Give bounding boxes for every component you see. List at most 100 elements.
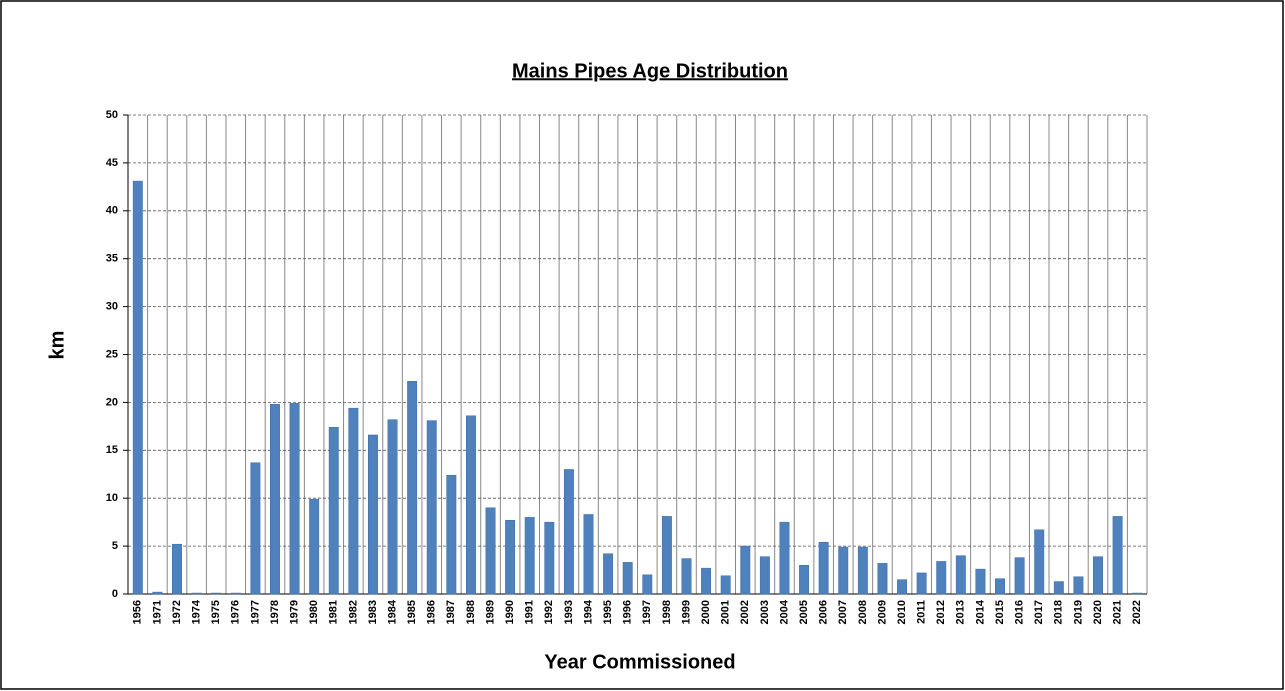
bar — [1073, 576, 1084, 595]
bar — [603, 553, 614, 595]
bar — [897, 579, 908, 595]
y-tick-label: 25 — [106, 348, 118, 360]
x-tick-label: 2002 — [739, 600, 751, 624]
x-tick-label: 1995 — [602, 600, 614, 624]
x-axis-label: Year Commissioned — [544, 651, 735, 673]
y-tick-label: 40 — [106, 205, 118, 217]
y-axis-label: km — [46, 331, 68, 360]
bar — [1093, 556, 1103, 595]
x-tick-label: 1971 — [151, 600, 163, 624]
x-tick-label: 2020 — [1092, 600, 1104, 624]
bar — [936, 561, 947, 595]
x-tick-label: 1974 — [190, 599, 202, 624]
bar — [563, 469, 574, 595]
bar — [485, 507, 496, 595]
bar — [975, 568, 986, 595]
bar — [857, 546, 868, 595]
x-tick-label: 1999 — [680, 600, 692, 624]
x-tick-label: 1997 — [641, 600, 653, 624]
bar — [622, 562, 633, 595]
x-tick-label: 1987 — [445, 600, 457, 624]
bar — [916, 572, 927, 595]
x-tick-label: 1982 — [347, 600, 359, 624]
bar — [740, 545, 751, 595]
bar — [367, 434, 378, 595]
x-tick-label: 1976 — [230, 600, 242, 624]
x-tick-label: 2013 — [955, 600, 967, 624]
bar — [877, 563, 888, 595]
x-tick-label: 1985 — [406, 600, 418, 624]
x-tick-label: 1956 — [132, 600, 144, 624]
bar — [328, 427, 339, 595]
bar — [289, 403, 300, 595]
x-tick-label: 2005 — [798, 600, 810, 624]
x-tick-label: 2014 — [974, 599, 986, 624]
bar — [270, 404, 280, 595]
x-tick-label: 2016 — [1014, 600, 1026, 624]
bar — [309, 498, 320, 595]
x-tick-label: 2004 — [778, 599, 790, 624]
bar — [426, 420, 437, 595]
bar — [642, 574, 653, 595]
x-tick-label: 2012 — [935, 600, 947, 624]
bar — [1034, 529, 1045, 595]
bar — [799, 565, 810, 595]
bar — [661, 516, 672, 595]
x-tick-label: 1986 — [426, 600, 438, 624]
bar — [544, 521, 555, 595]
x-tick-label: 2003 — [759, 600, 771, 624]
bar — [348, 407, 359, 595]
x-tick-label: 2006 — [818, 600, 830, 624]
bar — [838, 546, 849, 595]
bar — [681, 558, 692, 595]
bar — [191, 592, 202, 595]
bar — [955, 555, 966, 595]
x-tick-label: 2017 — [1033, 600, 1045, 624]
x-tick-label: 2022 — [1131, 600, 1143, 624]
x-tick-label: 1996 — [622, 600, 634, 624]
y-tick-label: 35 — [106, 253, 118, 265]
x-tick-label: 2015 — [994, 600, 1006, 624]
x-tick-label: 1978 — [269, 600, 281, 624]
x-tick-label: 1984 — [386, 599, 398, 624]
y-tick-label: 15 — [106, 444, 118, 456]
x-tick-label: 2000 — [700, 600, 712, 624]
bar — [250, 462, 261, 595]
x-tick-label: 1980 — [308, 600, 320, 624]
chart-title: Mains Pipes Age Distribution — [512, 60, 788, 82]
bar — [1132, 592, 1143, 595]
y-tick-label: 10 — [106, 492, 118, 504]
x-tick-label: 1983 — [367, 600, 379, 624]
bar — [446, 474, 457, 595]
x-tick-label: 2011 — [916, 600, 928, 624]
bar — [407, 381, 418, 595]
bar — [211, 592, 222, 595]
x-tick-label: 1990 — [504, 600, 516, 624]
x-tick-label: 1989 — [484, 600, 496, 624]
x-tick-label: 2001 — [720, 600, 732, 624]
x-tick-label: 1993 — [563, 600, 575, 624]
x-tick-label: 2018 — [1053, 600, 1065, 624]
x-tick-label: 1977 — [249, 600, 261, 624]
bar — [1112, 516, 1123, 595]
bar — [387, 419, 398, 595]
bar — [1014, 557, 1025, 595]
x-tick-label: 1979 — [288, 600, 300, 624]
x-tick-label: 2007 — [837, 600, 849, 624]
bar — [132, 180, 143, 595]
x-tick-label: 2008 — [857, 600, 869, 624]
bar — [818, 542, 829, 595]
bar — [172, 543, 182, 595]
bar — [230, 592, 241, 595]
bar — [759, 556, 770, 595]
x-tick-label: 2009 — [876, 600, 888, 624]
x-tick-label: 1998 — [661, 600, 673, 624]
y-tick-label: 20 — [106, 396, 118, 408]
y-tick-label: 45 — [106, 157, 118, 169]
x-tick-label: 2010 — [896, 600, 908, 624]
bar — [465, 415, 476, 595]
x-tick-label: 1994 — [582, 599, 594, 624]
x-tick-label: 1981 — [328, 600, 340, 624]
